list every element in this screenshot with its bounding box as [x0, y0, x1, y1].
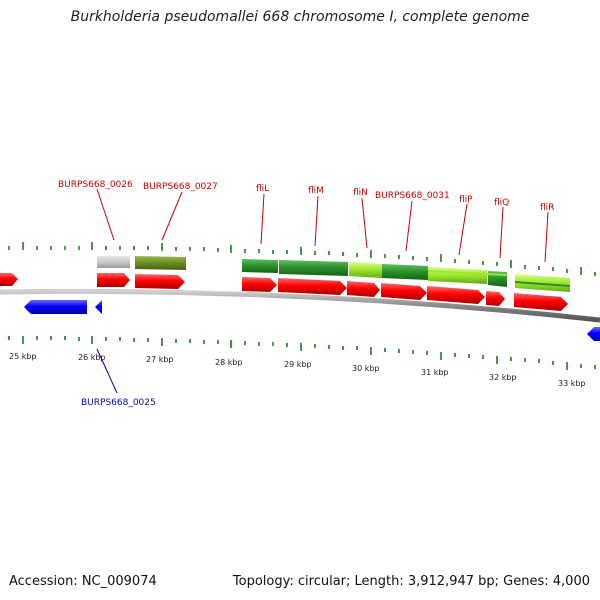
inner-tick-row [8, 336, 596, 370]
cds-arrow-fliM[interactable] [278, 278, 347, 295]
scale-label-29kbp: 29 kbp [284, 360, 312, 369]
scale-label-31kbp: 31 kbp [421, 368, 449, 377]
cds-arrow-0031[interactable] [381, 283, 427, 300]
forward-cds-track [0, 273, 568, 311]
scale-label-26kbp: 26 kbp [78, 353, 106, 362]
label-leader-0025 [96, 348, 118, 394]
genome-summary-text: Topology: circular; Length: 3,912,947 bp… [232, 574, 590, 589]
gene-label-burps668-0031[interactable]: BURPS668_0031 [375, 191, 450, 201]
feature-track [97, 256, 570, 292]
feature-fliP-block[interactable] [428, 267, 487, 284]
gene-label-fliL[interactable]: fliL [256, 184, 269, 194]
cds-arrow-0025[interactable] [24, 300, 87, 314]
feature-olive-block[interactable] [135, 256, 186, 270]
gene-label-fliP[interactable]: fliP [459, 195, 473, 205]
feature-fliR-stripe [515, 281, 570, 287]
label-leaders [96, 188, 549, 263]
feature-gray-block[interactable] [97, 256, 130, 268]
cds-arrow-0026[interactable] [97, 273, 130, 287]
scale-label-32kbp: 32 kbp [489, 373, 517, 382]
cds-arrow-0027[interactable] [135, 274, 185, 289]
cds-arrow-reverse-small[interactable] [95, 300, 102, 314]
scale-label-25kbp: 25 kbp [9, 352, 37, 361]
gene-label-burps668-0027[interactable]: BURPS668_0027 [143, 182, 218, 192]
gene-label-fliR[interactable]: fliR [540, 203, 554, 213]
cds-arrow-fliL[interactable] [242, 277, 277, 292]
scale-label-33kbp: 33 kbp [558, 379, 586, 388]
cds-arrow-0024[interactable] [0, 273, 18, 286]
reverse-cds-track [24, 300, 600, 341]
cds-arrow-fliR[interactable] [514, 293, 568, 311]
scale-labels: 25 kbp 26 kbp 27 kbp 28 kbp 29 kbp 30 kb… [9, 352, 586, 388]
feature-fliM-block[interactable] [279, 260, 348, 276]
feature-fliP-fliQ-stripe [428, 270, 507, 276]
scale-label-28kbp: 28 kbp [215, 358, 243, 367]
gene-label-fliM[interactable]: fliM [308, 186, 324, 196]
cds-arrow-fliN[interactable] [347, 281, 380, 297]
gene-label-fliQ[interactable]: fliQ [494, 198, 509, 208]
cds-arrow-fliQ[interactable] [486, 291, 505, 306]
cds-arrow-fliP[interactable] [427, 286, 485, 304]
cds-arrow-reverse-right[interactable] [587, 327, 600, 341]
feature-fliN-block[interactable] [349, 262, 382, 278]
outer-tick-row [8, 242, 596, 276]
feature-burps0031-block[interactable] [382, 264, 428, 280]
gene-label-burps668-0025[interactable]: BURPS668_0025 [81, 398, 156, 408]
gene-label-fliN[interactable]: fliN [353, 188, 368, 198]
accession-text: Accession: NC_009074 [9, 574, 157, 589]
scale-label-30kbp: 30 kbp [352, 364, 380, 373]
gene-labels: BURPS668_0026 BURPS668_0027 fliL fliM fl… [58, 180, 554, 408]
figure-title: Burkholderia pseudomallei 668 chromosome… [70, 9, 530, 25]
chromosome-backbone [0, 288, 600, 323]
gene-label-burps668-0026[interactable]: BURPS668_0026 [58, 180, 133, 190]
scale-label-27kbp: 27 kbp [146, 355, 174, 364]
feature-fliL-block[interactable] [242, 259, 278, 273]
